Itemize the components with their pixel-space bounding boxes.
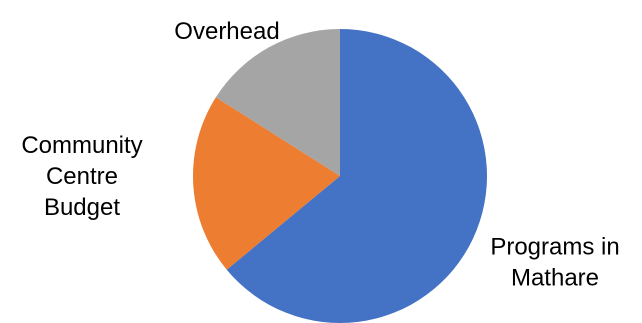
pie-slice-label-3: Overhead <box>174 18 279 45</box>
pie-slice-label-2: Community Centre Budget <box>21 132 142 221</box>
pie-slice-label-1: Programs in Mathare <box>490 234 619 292</box>
pie-slice-3 <box>215 28 340 176</box>
pie-slice-label-line: Centre <box>46 163 118 190</box>
pie-slice-label-line: Budget <box>44 194 120 221</box>
pie-labels: Programs in Mathare Community Centre Budget O… <box>21 18 619 292</box>
pie-slice-label-line: Mathare <box>511 265 599 292</box>
pie-slice-label-line: Programs in <box>490 234 619 261</box>
pie-slice-label-line: Community <box>21 132 142 159</box>
pie-slice-2 <box>192 97 340 270</box>
pie-slice-1 <box>226 29 487 323</box>
pie-slices <box>192 28 487 323</box>
pie-slice-label-line: Overhead <box>174 18 279 45</box>
